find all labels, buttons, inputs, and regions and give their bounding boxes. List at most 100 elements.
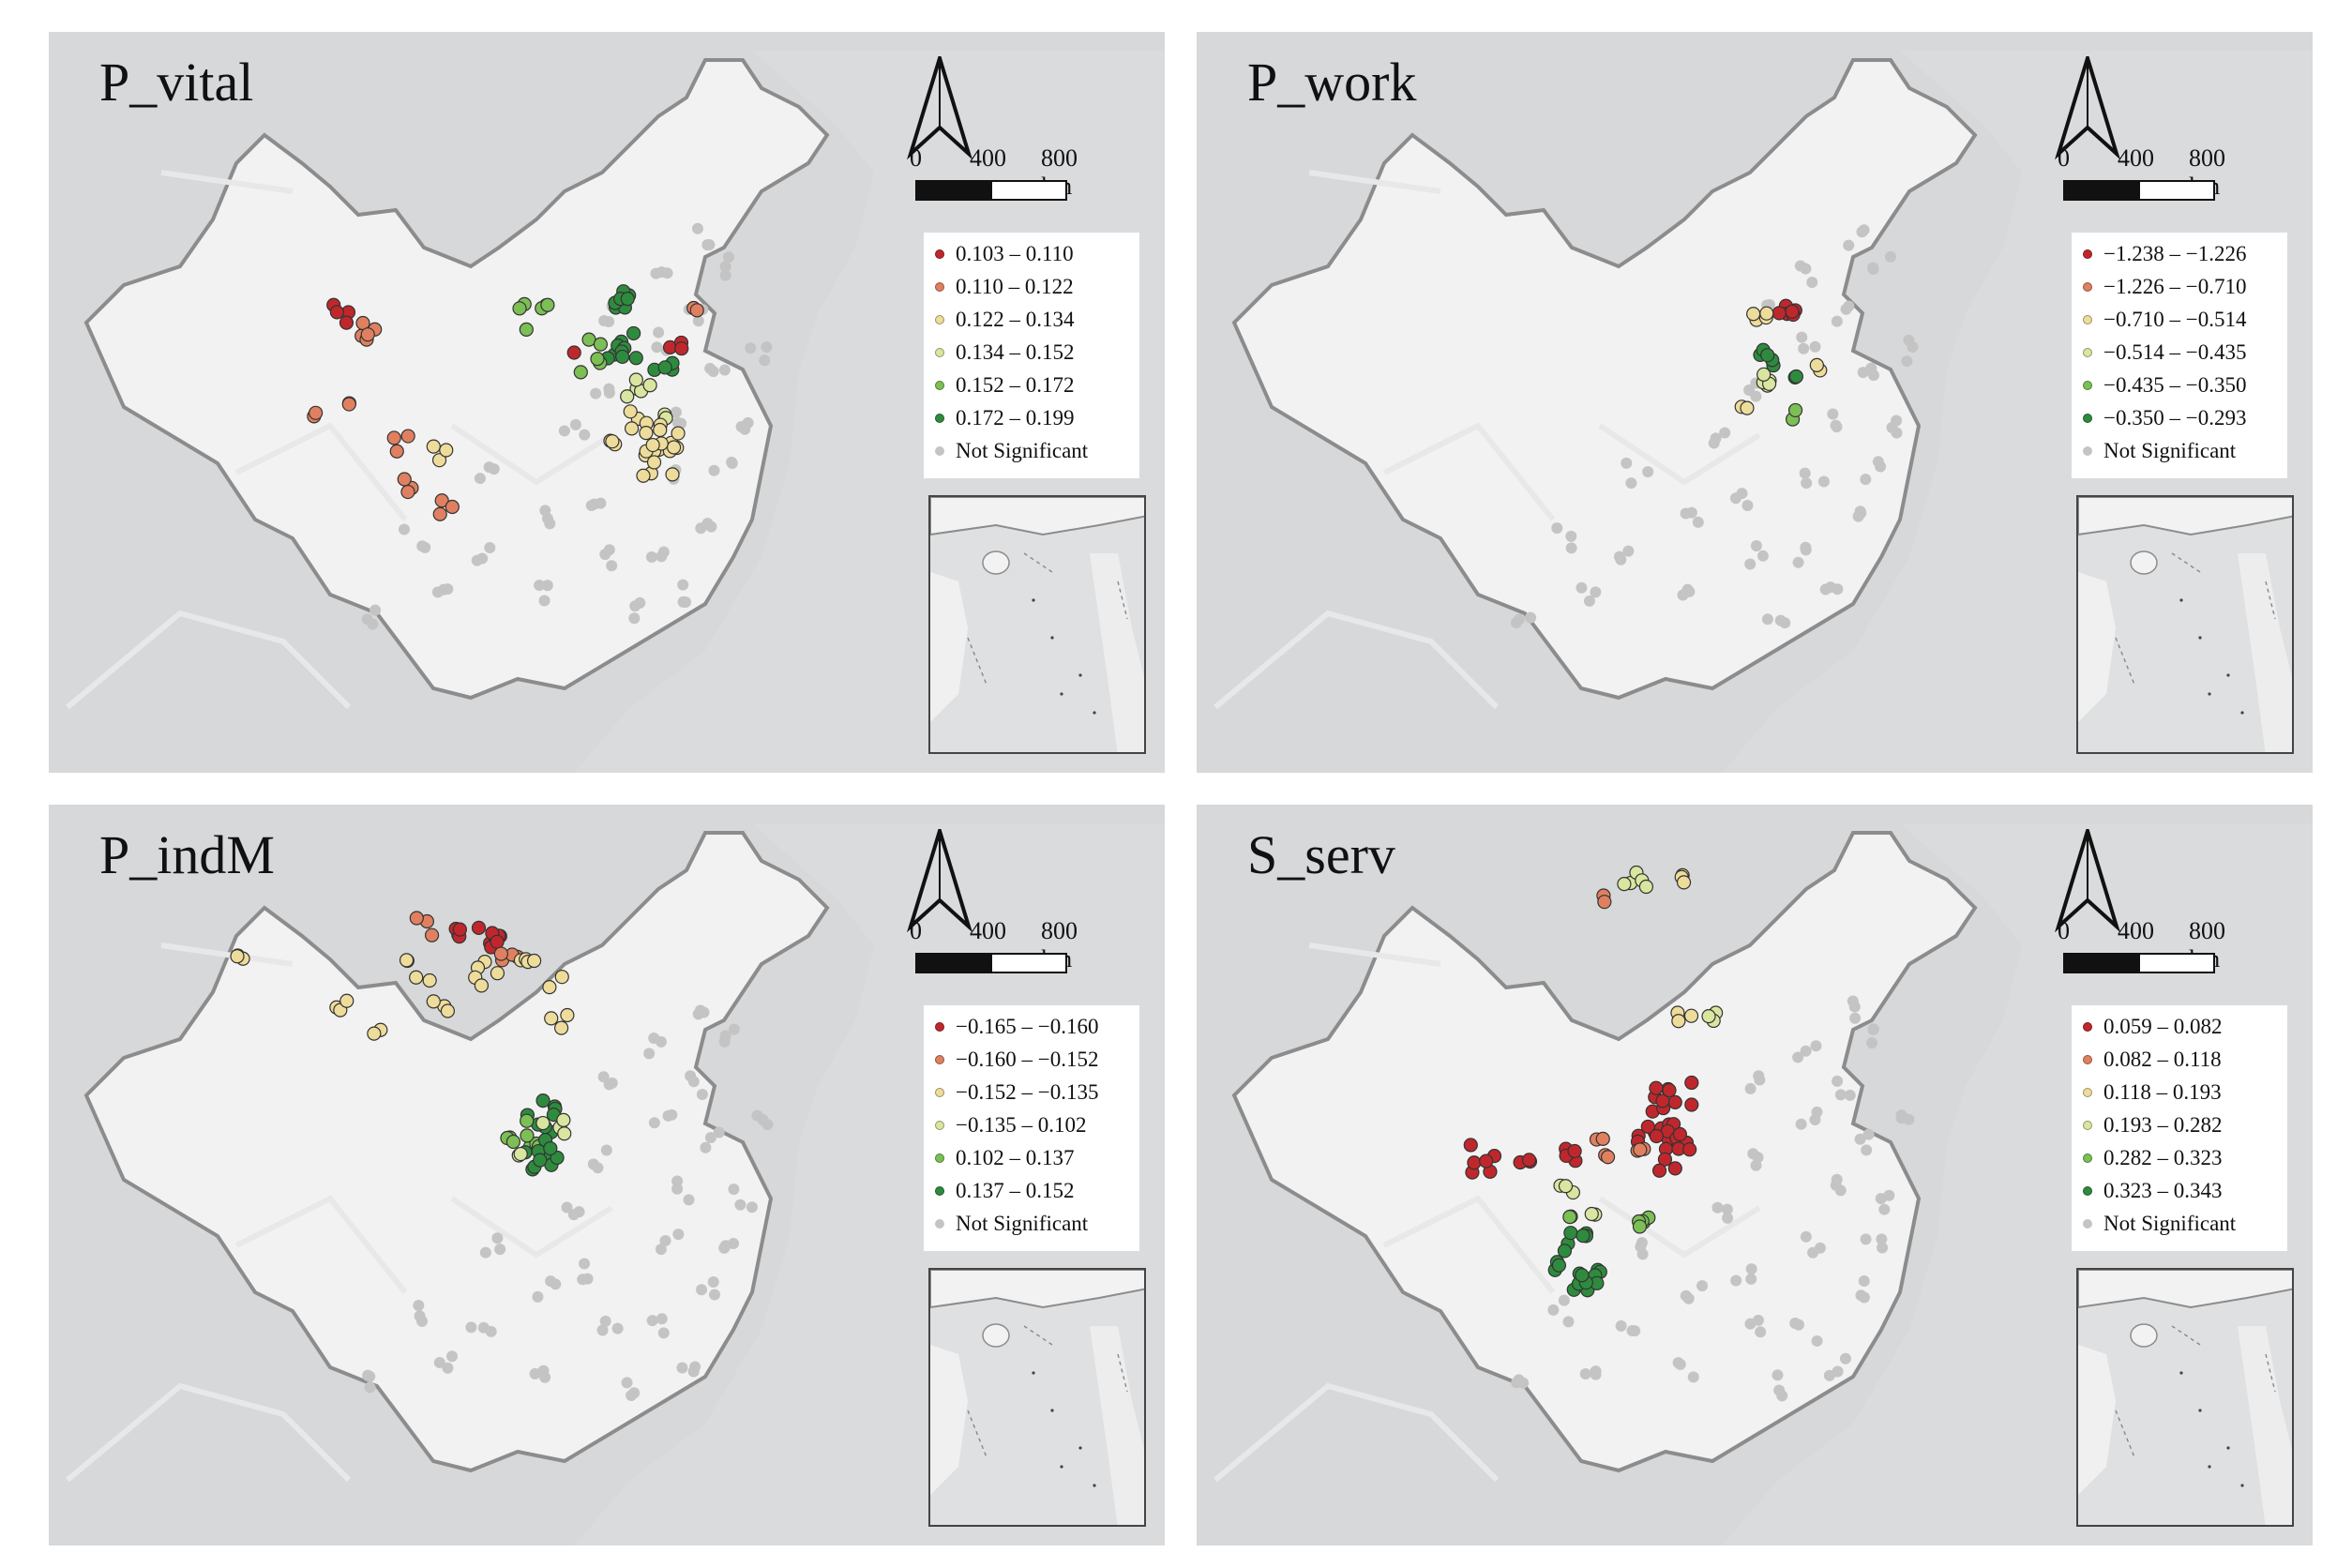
not-significant-point bbox=[484, 541, 496, 553]
not-significant-point bbox=[1811, 1334, 1823, 1347]
significant-point bbox=[339, 315, 354, 330]
not-significant-point bbox=[1615, 1319, 1627, 1332]
road-line bbox=[1598, 1196, 1761, 1259]
not-significant-point bbox=[479, 1246, 491, 1259]
legend-item: 0.282 – 0.323 bbox=[2083, 1142, 2223, 1174]
significant-point bbox=[1746, 307, 1761, 322]
road-line bbox=[450, 1196, 613, 1259]
significant-point bbox=[557, 1126, 572, 1141]
significant-point bbox=[1667, 1094, 1682, 1109]
not-significant-point bbox=[719, 1030, 731, 1042]
not-significant-point bbox=[558, 425, 570, 437]
significant-point bbox=[535, 1093, 550, 1108]
inset-dash-line bbox=[2115, 1410, 2135, 1458]
not-significant-point bbox=[1832, 1075, 1844, 1087]
map-panel-s-serv: S_serv 0 400 800 km 0.059 – 0.082 0.082 … bbox=[1197, 805, 2313, 1545]
not-significant-point bbox=[1830, 419, 1842, 431]
significant-point bbox=[605, 434, 620, 449]
significant-point bbox=[542, 980, 557, 995]
not-significant-point bbox=[442, 583, 454, 596]
not-significant-point bbox=[704, 1132, 716, 1144]
map-panel-p-indm: P_indM 0 400 800 km −0.165 – −0.160 −0.1… bbox=[49, 805, 1165, 1545]
not-significant-point bbox=[1687, 1371, 1699, 1383]
significant-point bbox=[1662, 1082, 1677, 1098]
not-significant-point bbox=[728, 1184, 740, 1196]
not-significant-point bbox=[728, 1023, 740, 1035]
not-significant-point bbox=[1642, 466, 1654, 478]
not-significant-point bbox=[585, 499, 597, 511]
not-significant-point bbox=[703, 238, 716, 250]
inset-island bbox=[2240, 1484, 2244, 1487]
scale-bar: 0 400 800 km bbox=[2058, 144, 2225, 210]
significant-point bbox=[533, 1153, 548, 1168]
not-significant-point bbox=[722, 251, 734, 264]
significant-point bbox=[339, 993, 354, 1008]
inset-island bbox=[2179, 1371, 2183, 1375]
not-significant-point bbox=[1719, 427, 1731, 439]
not-significant-point bbox=[1615, 553, 1627, 565]
not-significant-point bbox=[538, 595, 550, 607]
scale-bar-black bbox=[915, 953, 992, 973]
legend-item: 0.102 – 0.137 bbox=[935, 1142, 1075, 1174]
road-line bbox=[1214, 1382, 1500, 1483]
not-significant-point bbox=[655, 1244, 667, 1256]
significant-point bbox=[620, 292, 635, 307]
country-shape bbox=[1231, 58, 1978, 701]
not-significant-point bbox=[657, 1327, 670, 1339]
not-significant-point bbox=[719, 261, 731, 273]
significant-point bbox=[540, 297, 555, 312]
not-significant-point bbox=[694, 1004, 706, 1017]
not-significant-point bbox=[696, 1088, 708, 1100]
scale-label-400: 400 bbox=[970, 917, 1006, 944]
not-significant-point bbox=[648, 1117, 660, 1129]
not-significant-point bbox=[1562, 1316, 1575, 1328]
significant-point bbox=[520, 1113, 535, 1128]
significant-point bbox=[543, 1140, 558, 1156]
significant-point bbox=[623, 404, 638, 419]
inset-island bbox=[2198, 636, 2202, 640]
not-significant-point bbox=[656, 1313, 668, 1325]
significant-point bbox=[1785, 304, 1800, 319]
significant-point bbox=[513, 1146, 528, 1162]
significant-point bbox=[422, 972, 437, 988]
not-significant-point bbox=[1861, 1144, 1873, 1156]
significant-point bbox=[1684, 1097, 1699, 1112]
inset-dash-line bbox=[1117, 1353, 1128, 1393]
not-significant-point bbox=[1636, 1237, 1648, 1249]
significant-point bbox=[1671, 1014, 1686, 1029]
legend-swatch bbox=[935, 1022, 944, 1032]
not-significant-point bbox=[1565, 542, 1577, 554]
road-line bbox=[450, 423, 613, 486]
road-line bbox=[1308, 170, 1441, 194]
not-significant-point bbox=[1839, 1352, 1851, 1364]
not-significant-point bbox=[1796, 331, 1808, 343]
south-china-sea-inset bbox=[2076, 495, 2294, 754]
legend-swatch bbox=[2083, 1022, 2092, 1032]
north-arrow-icon bbox=[907, 829, 972, 932]
significant-point bbox=[666, 440, 682, 455]
not-significant-point bbox=[629, 600, 641, 612]
significant-point bbox=[1787, 402, 1803, 418]
not-significant-point bbox=[1721, 1203, 1733, 1215]
significant-point bbox=[1479, 1153, 1494, 1168]
not-significant-point bbox=[542, 512, 554, 524]
road-line bbox=[1382, 1195, 1556, 1294]
significant-point bbox=[1655, 1093, 1670, 1108]
map-panel-p-work: P_work 0 400 800 km −1.238 – −1.226 −1.2… bbox=[1197, 32, 2313, 773]
significant-point bbox=[1600, 1150, 1616, 1165]
not-significant-point bbox=[1884, 250, 1896, 263]
significant-point bbox=[440, 1003, 456, 1018]
not-significant-point bbox=[651, 341, 663, 354]
not-significant-point bbox=[1741, 499, 1754, 511]
legend-item: 0.122 – 0.134 bbox=[935, 304, 1075, 336]
not-significant-point bbox=[474, 473, 486, 485]
not-significant-point bbox=[1800, 1230, 1812, 1243]
south-china-sea-inset bbox=[928, 495, 1146, 754]
significant-point bbox=[535, 1115, 550, 1131]
legend-item: −0.710 – −0.514 bbox=[2083, 304, 2246, 336]
map-panel-p-vital: P_vital 0 400 800 km 0.103 – 0.110 0.110… bbox=[49, 32, 1165, 773]
not-significant-point bbox=[745, 342, 757, 354]
significant-point bbox=[620, 389, 635, 404]
not-significant-point bbox=[603, 544, 615, 556]
significant-point bbox=[1562, 1210, 1577, 1225]
